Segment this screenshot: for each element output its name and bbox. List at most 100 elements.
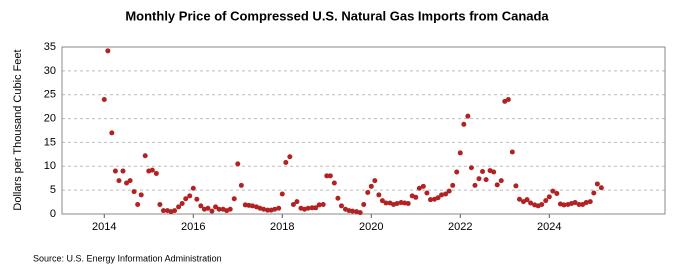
point — [335, 195, 341, 201]
y-tick-label: 0 — [50, 208, 56, 220]
point — [160, 208, 166, 214]
point — [465, 113, 471, 119]
plot-frame — [61, 46, 666, 215]
x-tick-label: 2022 — [448, 221, 472, 233]
point — [483, 177, 489, 183]
point — [157, 201, 163, 207]
point — [194, 196, 200, 202]
point — [543, 198, 549, 204]
point — [435, 195, 441, 201]
point — [357, 210, 363, 216]
point — [101, 96, 107, 102]
point — [491, 169, 497, 175]
point — [494, 182, 500, 188]
point — [379, 198, 385, 204]
point — [327, 173, 333, 179]
point — [368, 183, 374, 189]
point — [513, 183, 519, 189]
point — [309, 205, 315, 211]
point — [587, 199, 593, 205]
point — [376, 192, 382, 198]
x-tick-label: 2014 — [92, 221, 116, 233]
point — [249, 203, 255, 209]
point — [476, 176, 482, 182]
point — [443, 191, 449, 197]
point — [576, 201, 582, 207]
y-tick-label: 15 — [44, 136, 56, 148]
point — [135, 201, 141, 207]
point — [265, 207, 271, 213]
point — [112, 168, 118, 174]
source-note: Source: U.S. Energy Information Administ… — [33, 253, 222, 263]
point — [149, 167, 155, 173]
point — [294, 199, 300, 205]
y-tick-label: 30 — [44, 65, 56, 77]
y-tick-label: 5 — [50, 184, 56, 196]
point — [183, 196, 189, 202]
point — [227, 206, 233, 212]
y-tick-label: 20 — [44, 112, 56, 124]
point — [187, 193, 193, 199]
point — [591, 190, 597, 196]
point — [461, 121, 467, 127]
point — [279, 191, 285, 197]
point — [539, 201, 545, 207]
point — [190, 185, 196, 191]
point — [283, 159, 289, 165]
point — [427, 197, 433, 203]
point — [454, 169, 460, 175]
point — [320, 201, 326, 207]
point — [131, 189, 137, 195]
point — [468, 165, 474, 171]
point — [176, 204, 182, 210]
point — [209, 208, 215, 214]
point — [524, 197, 530, 203]
point — [505, 96, 511, 102]
point — [457, 150, 463, 156]
point — [127, 178, 133, 184]
y-tick-label: 10 — [44, 160, 56, 172]
point — [276, 205, 282, 211]
point — [554, 190, 560, 196]
point — [261, 206, 267, 212]
point — [116, 178, 122, 184]
point — [416, 185, 422, 191]
point — [561, 202, 567, 208]
point — [324, 173, 330, 179]
point — [213, 204, 219, 210]
point — [405, 201, 411, 207]
point — [472, 182, 478, 188]
point — [235, 161, 241, 167]
point — [439, 192, 445, 198]
point — [361, 201, 367, 207]
point — [313, 205, 319, 211]
point — [572, 200, 578, 206]
point — [316, 202, 322, 208]
point — [109, 130, 115, 136]
point — [372, 178, 378, 184]
point — [424, 190, 430, 196]
point — [172, 208, 178, 214]
point — [305, 205, 311, 211]
point — [331, 180, 337, 186]
y-tick-label: 35 — [44, 41, 56, 53]
chart-title: Monthly Price of Compressed U.S. Natural… — [125, 8, 549, 23]
point — [528, 200, 534, 206]
point — [120, 168, 126, 174]
point — [446, 188, 452, 194]
point — [383, 200, 389, 206]
point — [598, 185, 604, 191]
point — [138, 192, 144, 198]
point — [350, 208, 356, 214]
point — [290, 201, 296, 207]
x-tick-label: 2024 — [537, 221, 561, 233]
point — [142, 153, 148, 159]
point — [480, 169, 486, 175]
point — [198, 203, 204, 209]
y-axis-label: Dollars per Thousand Cubic Feet — [12, 49, 24, 210]
point — [394, 201, 400, 207]
point — [338, 203, 344, 209]
x-tick-label: 2016 — [181, 221, 205, 233]
point — [238, 182, 244, 188]
